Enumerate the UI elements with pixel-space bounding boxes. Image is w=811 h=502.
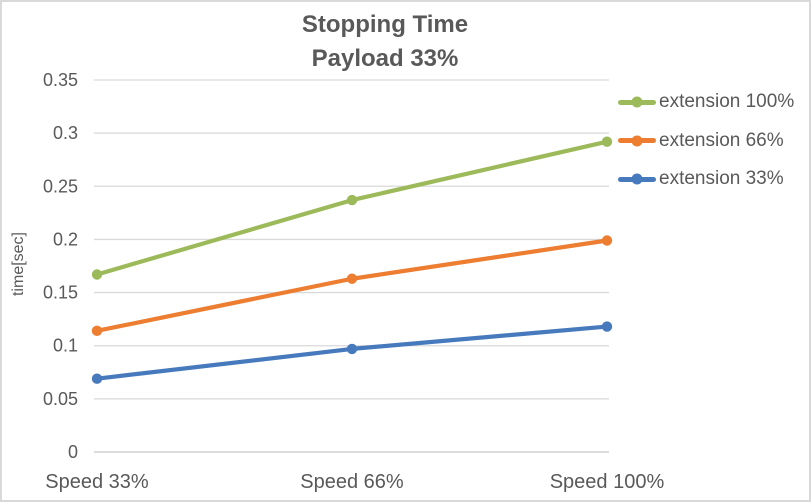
legend-item: extension 66% xyxy=(618,122,794,161)
data-point-marker xyxy=(601,321,613,332)
data-point-marker xyxy=(346,343,358,355)
y-tick-label: 0.1 xyxy=(53,336,78,356)
data-point-marker xyxy=(346,273,358,284)
data-point-marker xyxy=(346,194,358,206)
legend-item: extension 100% xyxy=(618,83,794,122)
y-tick-label: 0.2 xyxy=(53,229,78,249)
legend-item: extension 33% xyxy=(618,160,794,199)
y-tick-label: 0.35 xyxy=(43,70,78,90)
legend-dot-icon xyxy=(631,173,643,185)
x-axis-label: Speed 100% xyxy=(550,471,665,493)
series-line xyxy=(94,139,610,277)
y-tick-label: 0.25 xyxy=(43,176,78,196)
data-point-marker xyxy=(91,269,103,280)
data-point-marker xyxy=(91,325,103,337)
legend-dot-icon xyxy=(631,96,643,108)
legend-label: extension 33% xyxy=(659,168,784,190)
legend-dot-icon xyxy=(631,135,643,147)
legend-label: extension 100% xyxy=(659,91,795,113)
y-tick-label: 0.05 xyxy=(43,389,78,409)
legend: extension 100% extension 66% extension 33% xyxy=(618,83,794,199)
legend-marker-icon xyxy=(618,173,656,185)
legend-marker-icon xyxy=(618,96,656,108)
legend-marker-icon xyxy=(618,135,656,147)
y-tick-label: 0.3 xyxy=(53,123,78,143)
y-tick-label: 0 xyxy=(68,442,78,462)
x-axis-label: Speed 33% xyxy=(45,471,149,493)
data-point-marker xyxy=(91,373,103,384)
legend-label: extension 66% xyxy=(659,129,784,151)
data-point-marker xyxy=(601,136,613,147)
data-point-marker xyxy=(601,235,613,246)
x-axis-label: Speed 66% xyxy=(300,471,404,493)
y-tick-label: 0.15 xyxy=(43,283,78,303)
